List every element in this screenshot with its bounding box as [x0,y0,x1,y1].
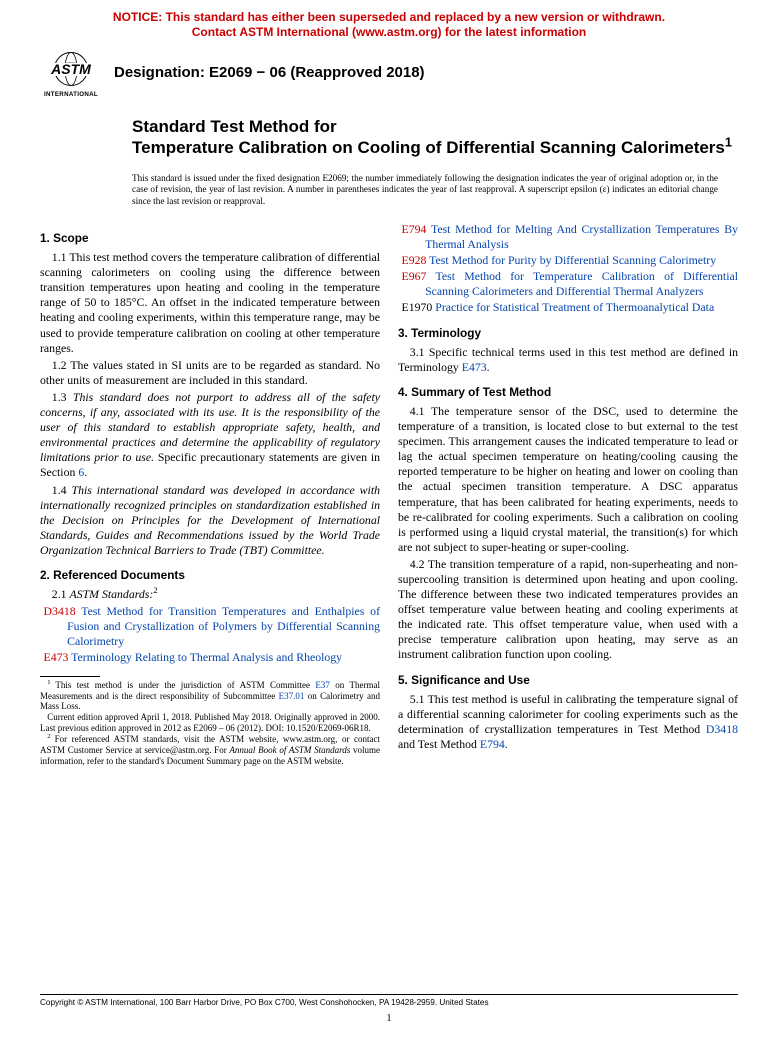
fn-link-e3701[interactable]: E37.01 [279,691,305,701]
sig-head: 5. Significance and Use [398,673,738,688]
designation-label: Designation: [114,64,209,81]
left-column: 1. Scope 1.1 This test method covers the… [40,221,380,767]
header-row: ASTM INTERNATIONAL Designation: E2069 − … [0,46,778,98]
footnote-1b: Current edition approved April 1, 2018. … [40,712,380,734]
refs-head: 2. Referenced Documents [40,568,380,583]
designation-code: E2069 − 06 (Reapproved 2018) [209,64,425,81]
designation: Designation: E2069 − 06 (Reapproved 2018… [114,52,425,81]
title-sup: 1 [725,135,732,150]
document-title: Standard Test Method for Temperature Cal… [132,116,738,159]
ref-text-e1970[interactable]: Practice for Statistical Treatment of Th… [432,300,714,314]
svg-text:ASTM: ASTM [50,61,91,77]
fn-link-e37[interactable]: E37 [315,680,330,690]
footnote-1: 1 This test method is under the jurisdic… [40,680,380,713]
ref-code-e967[interactable]: E967 [402,269,427,283]
ref-code-e794[interactable]: E794 [402,222,427,236]
ref-code-e473[interactable]: E473 [44,650,69,664]
logo-subtext: INTERNATIONAL [40,91,102,98]
footnote-rule [40,676,100,677]
summary-head: 4. Summary of Test Method [398,385,738,400]
notice-line2: Contact ASTM International (www.astm.org… [192,25,586,39]
scope-p2: 1.2 The values stated in SI units are to… [40,358,380,388]
right-column: E794 Test Method for Melting And Crystal… [398,221,738,767]
scope-p3: 1.3 This standard does not purport to ad… [40,390,380,481]
term-head: 3. Terminology [398,326,738,341]
ref-text-e967[interactable]: Test Method for Temperature Calibration … [425,269,738,298]
scope-head: 1. Scope [40,231,380,246]
sig-link-d3418[interactable]: D3418 [706,722,738,736]
title-line1: Standard Test Method for [132,117,337,136]
ref-text-e473[interactable]: Terminology Relating to Thermal Analysis… [68,650,342,664]
page-number: 1 [0,1013,778,1024]
ref-e928: E928 Test Method for Purity by Different… [398,253,738,268]
ref-text-e794[interactable]: Test Method for Melting And Crystallizat… [425,222,738,251]
ref-code-e1970: E1970 [402,300,433,314]
title-block: Standard Test Method for Temperature Cal… [0,98,778,163]
issuance-note: This standard is issued under the fixed … [0,163,778,216]
ref-d3418: D3418 Test Method for Transition Tempera… [40,604,380,649]
refs-sub: 2.1 ASTM Standards:2 [40,587,380,602]
ref-e794: E794 Test Method for Melting And Crystal… [398,222,738,252]
footnote-2: 2 For referenced ASTM standards, visit t… [40,734,380,767]
ref-code-d3418[interactable]: D3418 [44,604,76,618]
ref-code-e928[interactable]: E928 [402,253,427,267]
summary-p1: 4.1 The temperature sensor of the DSC, u… [398,404,738,555]
sig-link-e794[interactable]: E794 [480,737,505,751]
ref-e1970: E1970 Practice for Statistical Treatment… [398,300,738,315]
notice-banner: NOTICE: This standard has either been su… [0,0,778,46]
title-line2: Temperature Calibration on Cooling of Di… [132,138,725,157]
copyright-line: Copyright © ASTM International, 100 Barr… [40,994,738,1007]
body-columns: 1. Scope 1.1 This test method covers the… [0,215,778,767]
summary-p2: 4.2 The transition temperature of a rapi… [398,557,738,663]
ref-text-e928[interactable]: Test Method for Purity by Differential S… [426,253,716,267]
sig-p1: 5.1 This test method is useful in calibr… [398,692,738,752]
ref-text-d3418[interactable]: Test Method for Transition Temperatures … [67,604,380,648]
astm-logo-icon: ASTM [42,52,100,90]
term-link-e473[interactable]: E473 [462,360,487,374]
scope-p4: 1.4 This international standard was deve… [40,483,380,558]
term-p1: 3.1 Specific technical terms used in thi… [398,345,738,375]
ref-e473: E473 Terminology Relating to Thermal Ana… [40,650,380,665]
astm-logo: ASTM INTERNATIONAL [40,52,102,98]
scope-p1: 1.1 This test method covers the temperat… [40,250,380,356]
notice-line1: NOTICE: This standard has either been su… [113,10,665,24]
ref-e967: E967 Test Method for Temperature Calibra… [398,269,738,299]
